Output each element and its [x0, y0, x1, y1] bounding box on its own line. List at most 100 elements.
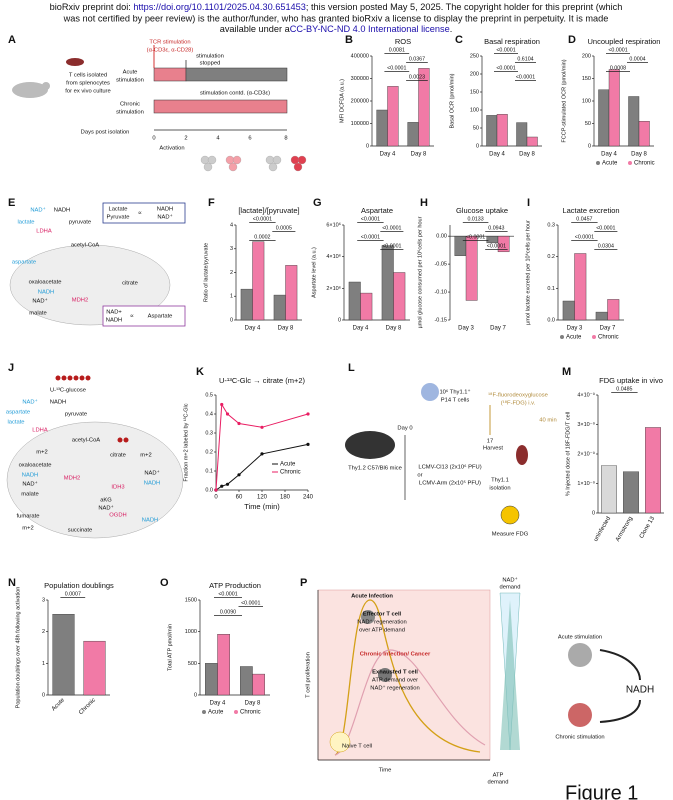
diagram-label: malate [21, 492, 38, 498]
y-axis-label: % Injected dose of 18F-FDG/T cell [565, 412, 571, 496]
y-tick-label: 300000 [351, 76, 369, 82]
y-tick-label: 2×10⁶ [326, 285, 341, 292]
acute-cell [568, 643, 592, 667]
p-value: 0.0008 [610, 65, 626, 71]
y-tick-label: 3×10⁻⁹ [577, 421, 595, 428]
panel-letter: H [420, 197, 428, 209]
x-tick-label: Day 4 [380, 152, 396, 158]
y-axis-label: Aspartate level (a.u.) [311, 247, 317, 298]
diagram-label: 10⁶ Thy1.1⁺ [439, 389, 470, 396]
panel-letter: K [196, 366, 204, 378]
diagram-label: demand [500, 585, 521, 591]
y-tick-label: 1 [230, 294, 233, 300]
y-tick-label: 0.0 [205, 487, 213, 493]
x-axis-label: Time (min) [244, 502, 280, 511]
y-tick-label: 4×10⁻⁹ [577, 391, 595, 398]
p-value: <0.0001 [241, 600, 260, 606]
y-axis-label: FCCP-stimulated OCR (pmol/min) [561, 59, 567, 142]
series-line [215, 402, 309, 491]
naive-cell [329, 731, 351, 753]
doi-link[interactable]: https://doi.org/10.1101/2025.04.30.65145… [133, 2, 306, 12]
y-tick-label: 0.5 [205, 392, 213, 398]
p-value: <0.0001 [382, 225, 401, 231]
p-value: 0.6104 [517, 56, 533, 62]
y-axis-label: Fraction m+2 labeled by ¹³C-Glc [183, 403, 189, 481]
y-tick-label: 200000 [351, 98, 369, 104]
y-tick-label: 0 [588, 143, 591, 149]
bar [52, 614, 75, 696]
license-link[interactable]: CC-BY-NC-ND 4.0 International license [290, 24, 450, 34]
x-tick-label: Day 4 [245, 326, 261, 332]
diagram-label: ATP [493, 773, 504, 779]
p-value: <0.0001 [487, 243, 506, 249]
spleen-icon [516, 445, 528, 465]
diagram-label: ¹⁸F-fluorodeoxyglucose [488, 392, 548, 399]
diagram-label: acetyl-CoA [72, 438, 100, 444]
panel-letter: I [527, 197, 530, 209]
p-value: <0.0001 [387, 65, 406, 71]
legend-label: Acute [602, 161, 618, 167]
p-value: <0.0001 [516, 74, 535, 80]
diagram-label: NAD⁺ [98, 505, 113, 512]
chart-title: Uncoupled respiration [588, 37, 661, 46]
bar [497, 235, 510, 253]
diagram-label: TCR stimulation [149, 40, 190, 46]
diagram-label: LCMV-Arm (2x10⁵ PFU) [419, 480, 481, 487]
p-value: 0.0005 [276, 225, 292, 231]
diagram-label: for ex vivo culture [65, 89, 110, 95]
bar [601, 465, 617, 514]
y-tick-label: 0 [366, 143, 369, 149]
legend-label: Chronic [280, 470, 301, 476]
y-tick-label: 200 [582, 53, 591, 59]
bar [607, 299, 620, 321]
chronic-cell [568, 703, 592, 727]
legend-label: Acute [208, 710, 224, 716]
diagram-label: stimulation [196, 54, 224, 60]
figure-label: Figure 1 [565, 782, 638, 800]
panel-letter: P [300, 577, 307, 589]
bar [645, 427, 661, 514]
y-axis-label: Ratio of lactate/pyruvate [203, 243, 209, 302]
bar [376, 109, 388, 147]
p-value: 0.0081 [389, 47, 405, 53]
x-tick-label: Day 4 [601, 152, 617, 158]
acute-stim-bar [153, 67, 187, 82]
arrow-down [599, 699, 641, 723]
bar [496, 114, 508, 147]
diagram-label: LDHA [36, 229, 52, 235]
x-tick-label: Acute [51, 697, 67, 713]
y-tick-label: 150 [582, 76, 591, 82]
diagram-label: 2 [184, 136, 187, 142]
y-tick-label: -0.10 [434, 290, 447, 296]
y-tick-label: 500 [188, 661, 197, 667]
bar [252, 241, 265, 321]
panel-letter: F [208, 197, 215, 209]
data-point [220, 484, 224, 488]
data-point [306, 412, 310, 416]
mitochondrion [6, 421, 184, 539]
mitochondrion [9, 244, 171, 326]
y-tick-label: 1 [42, 661, 45, 667]
y-tick-label: 4×10⁶ [326, 253, 341, 260]
p-value: 0.0485 [616, 386, 632, 392]
p-value: 0.0133 [467, 216, 483, 222]
diagram-label: stimulation [116, 78, 144, 84]
bar [360, 292, 373, 321]
diagram-label: NADH [144, 481, 160, 487]
x-tick-label: Clone 13 [639, 515, 657, 539]
header-text: available under a [220, 24, 291, 34]
diagram-label: fumarate [17, 514, 40, 520]
diagram-label: T cells isolated [69, 73, 107, 79]
diagram-label: isolation [489, 486, 510, 492]
diagram-label: Days post isolation [81, 130, 130, 136]
y-tick-label: 0.1 [547, 286, 555, 292]
panel-letter: J [8, 362, 14, 374]
p-value: 0.0304 [598, 243, 614, 249]
bar [623, 471, 639, 514]
diagram-label: Harvest [483, 446, 503, 452]
bar [407, 122, 419, 147]
carbon-dots [55, 375, 129, 443]
header-text: . [450, 24, 453, 34]
p-value: <0.0001 [496, 65, 515, 71]
p-value: <0.0001 [466, 234, 485, 240]
